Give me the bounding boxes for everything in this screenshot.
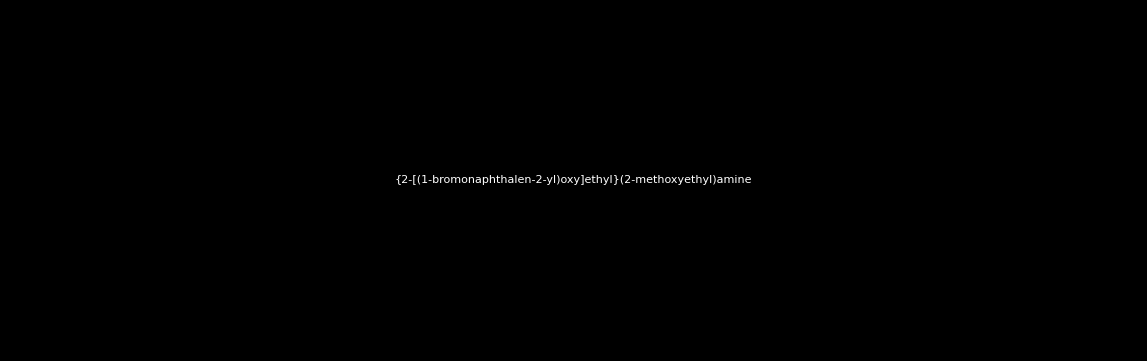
Text: {2-[(1-bromonaphthalen-2-yl)oxy]ethyl}(2-methoxyethyl)amine: {2-[(1-bromonaphthalen-2-yl)oxy]ethyl}(2… [395, 175, 752, 186]
